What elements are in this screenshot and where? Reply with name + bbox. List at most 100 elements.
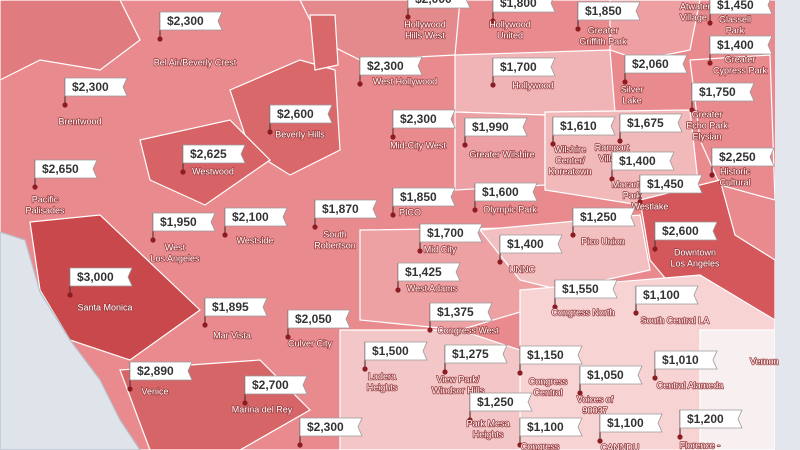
price-flag (654, 350, 718, 370)
price-flag (492, 0, 556, 13)
price-flag (64, 77, 128, 97)
neighborhood-name: Koreatown (548, 166, 591, 176)
neighborhood-name: Hollywood (404, 19, 446, 29)
price-flag (182, 144, 246, 164)
price-label: $2,700 (252, 378, 289, 392)
price-pin: $1,425 West Adams (395, 262, 461, 294)
price-pin: $1,250 Pico Union (570, 207, 636, 247)
price-flag (314, 199, 378, 219)
price-pins: $2,300 Bel Air/Beverly Crest $2,300 Brentwo… (25, 0, 775, 450)
pin-dot (417, 248, 423, 254)
neighborhood-name: 90037 (582, 405, 607, 415)
price-pin: $2,300 (297, 417, 363, 448)
pin-dot (490, 82, 496, 88)
neighborhood-name: Palisades (25, 205, 65, 215)
neighborhood-name: Heights (473, 429, 504, 439)
price-label: $2,050 (295, 312, 332, 326)
price-flag (711, 147, 775, 167)
price-label: $1,800 (500, 0, 537, 10)
price-flag (287, 309, 351, 329)
neighborhood-name: Westside (237, 235, 274, 245)
price-label: $1,400 (507, 237, 544, 251)
neighborhood-name: Echo Park (686, 120, 728, 130)
price-pin: $1,375 Congress West (427, 302, 500, 336)
price-flag (519, 345, 583, 365)
neighborhood-name: West Hollywood (373, 76, 437, 86)
pin-dot (405, 14, 411, 20)
pin-dot (390, 212, 396, 218)
price-flag (635, 285, 699, 305)
pin-dot (312, 224, 318, 230)
price-pin: $1,010 Central Alameda (652, 350, 724, 391)
pin-dot (575, 26, 581, 32)
pin-dot (157, 36, 163, 42)
pin-dot (222, 232, 228, 238)
pin-dot (652, 375, 658, 381)
neighborhood-name: South Central LA (641, 315, 710, 325)
price-pin: $1,400 UNNC (497, 234, 563, 275)
neighborhood-name: Cypress Park (713, 65, 768, 75)
price-label: $1,450 (647, 177, 684, 191)
pin-dot (517, 370, 523, 376)
pin-dot (497, 259, 503, 265)
price-flag (359, 56, 423, 76)
price-pin: $1,450 Westlake (631, 174, 703, 212)
neighborhood-name: CANNDU (601, 442, 640, 450)
pin-dot (472, 207, 478, 213)
neighborhood-name: Culver City (288, 338, 333, 348)
neighborhood-name: Los Angeles (670, 258, 720, 268)
place-label: Atwater (680, 1, 711, 11)
neighborhood-name: Lake (622, 95, 642, 105)
pin-dot (552, 304, 558, 310)
price-label: $1,675 (627, 116, 664, 130)
neighborhood-name: West Adams (407, 283, 458, 293)
pin-dot (442, 369, 448, 375)
pin-dot (637, 199, 643, 205)
neighborhood-name: Venice (141, 386, 168, 396)
price-pin: $2,600 Beverly Hills (267, 104, 333, 140)
neighborhood-name: Greater (725, 54, 756, 64)
price-pin: $2,300 Bel Air/Beverly Crest (153, 11, 238, 68)
price-label: $2,600 (277, 107, 314, 121)
price-pin: $2,625 Westwood (180, 144, 246, 177)
price-label: $1,850 (585, 4, 622, 18)
price-label: $1,990 (472, 120, 509, 134)
neighborhood-name: Los Angeles (150, 253, 200, 263)
neighborhood-name: Center/ (555, 155, 585, 165)
price-label: $2,300 (367, 59, 404, 73)
price-flag (624, 54, 688, 74)
neighborhood-name: Heights (367, 382, 398, 392)
neighborhood-name: Greater (588, 25, 619, 35)
price-pin: $2,300 West Hollywood (357, 56, 438, 87)
pin-dot (180, 169, 186, 175)
price-flag (397, 262, 461, 282)
price-label: $3,000 (77, 270, 114, 284)
pin-dot (652, 246, 658, 252)
price-flag (152, 212, 216, 232)
price-flag (392, 109, 456, 129)
pin-dot (467, 417, 473, 423)
price-pin: $3,000 Santa Monica (67, 267, 133, 313)
price-pin: $1,100 South Central LA (633, 285, 710, 326)
pin-dot (517, 442, 523, 448)
price-label: $1,450 (717, 0, 754, 12)
neighborhood-name: Westwood (192, 166, 234, 176)
pin-dot (709, 172, 715, 178)
price-label: $1,400 (619, 154, 656, 168)
price-pin: $1,990 Greater Wilshire (462, 117, 535, 160)
pin-dot (689, 107, 695, 113)
pin-dot (707, 60, 713, 66)
neighborhood-name: Park (623, 190, 642, 200)
neighborhood-name: Mid-City West (390, 140, 446, 150)
neighborhood-name: Mar Vista (213, 330, 251, 340)
